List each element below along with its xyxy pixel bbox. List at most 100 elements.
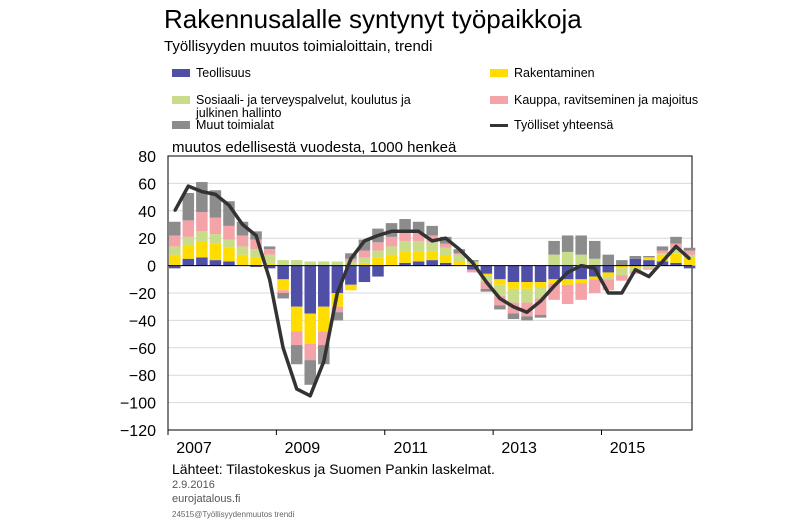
bar (290, 306, 303, 332)
bar (412, 232, 425, 241)
bar (439, 243, 452, 248)
bar (521, 282, 533, 289)
bar (616, 260, 628, 266)
total-employment-point (322, 360, 325, 363)
bar (372, 265, 384, 277)
bar (169, 221, 181, 236)
bar (277, 265, 289, 280)
total-employment-point (498, 297, 502, 300)
bar (304, 261, 317, 266)
bar (507, 288, 520, 303)
total-employment-point (363, 239, 366, 243)
legend-swatch-muut (172, 121, 190, 129)
bar (480, 282, 493, 289)
total-employment-point (227, 204, 231, 207)
bar (643, 265, 655, 269)
bar (290, 265, 303, 307)
bar (683, 257, 696, 266)
total-employment-point (214, 193, 217, 196)
bar (399, 262, 411, 266)
bar (169, 246, 181, 255)
bar (439, 247, 452, 257)
bar (277, 260, 289, 266)
bar (223, 225, 235, 240)
total-employment-point (417, 230, 420, 233)
total-employment-point (593, 267, 596, 270)
total-employment-point (281, 346, 285, 349)
bar (480, 273, 493, 276)
total-employment-point (688, 257, 691, 260)
bar (209, 243, 222, 261)
bar (318, 261, 330, 266)
total-employment-point (309, 394, 312, 397)
bar (643, 268, 655, 270)
bar (331, 312, 344, 321)
bar (494, 265, 506, 280)
total-employment-point (579, 264, 583, 267)
bar (656, 253, 669, 255)
bar (548, 265, 560, 280)
y-tick-label: 20 (138, 231, 156, 248)
bar (616, 265, 628, 269)
total-employment-point (566, 271, 569, 274)
y-tick-label: −120 (120, 423, 156, 440)
bar (250, 265, 262, 267)
bar (656, 254, 669, 262)
bar (426, 251, 438, 261)
bar (412, 251, 425, 262)
total-employment-point (241, 223, 244, 226)
x-tick-label: 2009 (285, 440, 321, 457)
x-tick-label: 2011 (394, 440, 429, 457)
code-note: 24515@Työllisyydenmuutos trendi (172, 510, 295, 519)
bar (602, 276, 615, 280)
total-employment-point (403, 230, 407, 233)
bar (385, 246, 398, 255)
bar (439, 256, 452, 263)
bar (182, 220, 195, 237)
bar (331, 306, 344, 313)
bar (209, 217, 222, 235)
bar (182, 236, 195, 246)
total-employment-point (349, 257, 353, 260)
bar (643, 257, 655, 261)
bar (588, 240, 601, 259)
bar (250, 249, 262, 258)
bar (250, 257, 262, 266)
legend-label-muut: Muut toimialat (196, 118, 274, 132)
bar (331, 265, 344, 293)
bar (182, 258, 195, 266)
bar (169, 265, 181, 269)
y-tick-label: 0 (147, 259, 156, 276)
bar (358, 257, 371, 263)
bar (399, 231, 411, 241)
bar (318, 331, 330, 346)
bar (223, 261, 235, 266)
bar (521, 302, 533, 317)
bar (494, 279, 506, 285)
bar (196, 240, 208, 258)
bar (263, 254, 276, 263)
y-tick-label: 60 (138, 176, 156, 193)
x-tick-label: 2015 (610, 440, 646, 457)
bar (588, 279, 601, 293)
legend-label-tyolliset: Työlliset yhteensä (514, 118, 614, 132)
bar (358, 265, 371, 283)
bar (223, 247, 235, 262)
bar (412, 240, 425, 252)
bar (602, 279, 615, 291)
bar (169, 254, 181, 266)
total-employment-point (444, 237, 447, 240)
bar (629, 256, 642, 259)
bar (602, 265, 615, 273)
date-note: 2.9.2016 (172, 479, 215, 491)
bar (426, 242, 438, 252)
bar (467, 265, 479, 270)
bar (182, 192, 195, 221)
y-tick-label: −40 (129, 313, 156, 330)
bar (629, 258, 642, 266)
legend-swatch-kauppa (490, 96, 508, 104)
bar (196, 231, 208, 241)
bar (494, 284, 506, 296)
bar (534, 265, 547, 283)
